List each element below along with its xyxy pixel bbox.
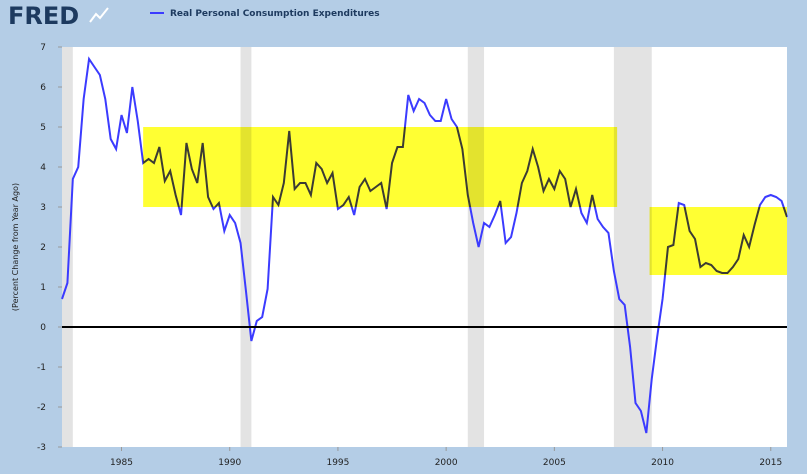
- y-tick-label: 1: [40, 283, 46, 293]
- y-tick-label: 3: [40, 203, 46, 213]
- x-tick-label: 1995: [326, 458, 349, 468]
- logo: FRED: [8, 2, 79, 30]
- recession-band: [62, 47, 73, 447]
- y-tick-label: 5: [40, 123, 46, 133]
- x-tick-label: 2010: [651, 458, 674, 468]
- x-tick-label: 2000: [435, 458, 458, 468]
- legend-label: Real Personal Consumption Expenditures: [170, 9, 380, 19]
- y-axis-label: (Percent Change from Year Ago): [11, 183, 20, 311]
- y-tick-label: -1: [37, 363, 46, 373]
- highlight-box: [649, 207, 787, 275]
- y-tick-label: -3: [37, 443, 46, 453]
- y-tick-label: 2: [40, 243, 46, 253]
- x-tick-label: 1990: [218, 458, 241, 468]
- recession-band: [613, 47, 652, 447]
- x-tick-label: 2005: [543, 458, 566, 468]
- y-tick-label: 6: [40, 83, 46, 93]
- recession-band: [240, 47, 252, 447]
- y-tick-label: 7: [40, 43, 46, 53]
- recession-band: [467, 47, 485, 447]
- y-tick-label: 0: [40, 323, 46, 333]
- x-tick-label: 2015: [759, 458, 782, 468]
- x-tick-label: 1985: [110, 458, 133, 468]
- y-tick-label: 4: [40, 163, 46, 173]
- y-tick-label: -2: [37, 403, 46, 413]
- highlight-box: [143, 127, 618, 207]
- logo-icon: [89, 7, 109, 23]
